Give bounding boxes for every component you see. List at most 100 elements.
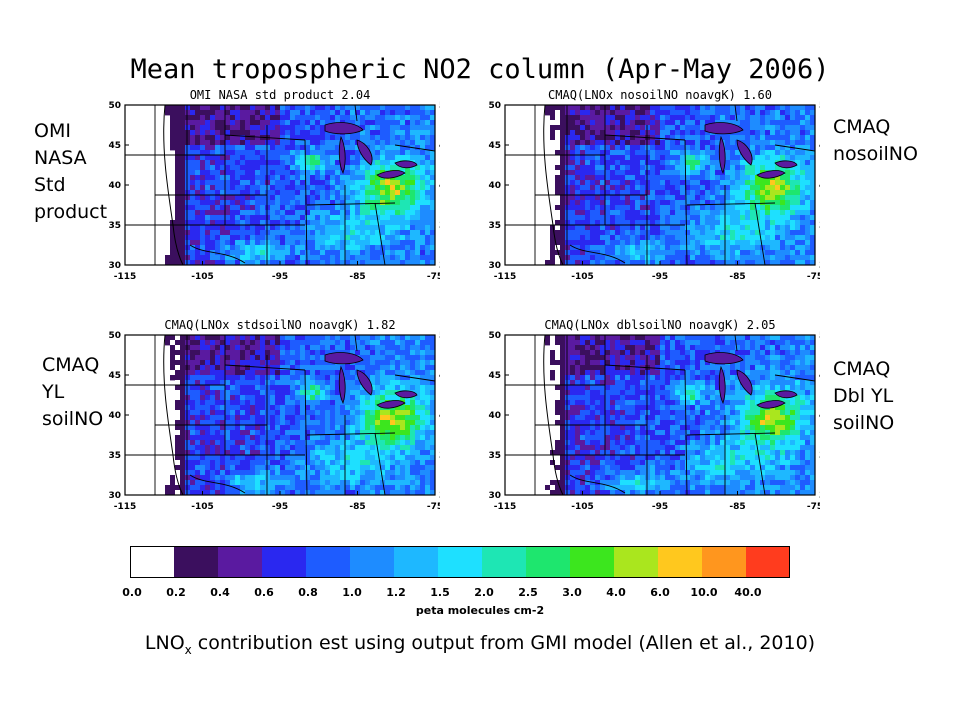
panel-title: CMAQ(LNOx stdsoilNO noavgK) 1.82 [164,318,395,332]
lat-tick-label: 30 [439,261,440,271]
lat-tick-label: 45 [108,141,121,151]
lon-tick-label: -85 [349,272,365,282]
map-svg-stdsoil: 50504545404035353030-115-105-95-85-75CMA… [108,318,440,512]
lake-outline [324,122,364,135]
coastline [543,334,564,496]
lat-tick-label: 40 [819,411,820,421]
state-boundary [374,202,386,266]
lon-tick-label: -115 [494,502,517,512]
lat-tick-label: 30 [819,491,820,501]
label-dblsoil-line: Dbl YL [833,385,894,407]
state-boundary [734,104,738,122]
label-nosoil: CMAQ nosoilNO [833,114,918,168]
lake-outline [774,160,798,169]
lat-tick-label: 40 [108,411,121,421]
label-dblsoil-line: CMAQ [833,358,891,380]
label-stdsoil-line: CMAQ [42,354,100,376]
state-boundary [774,374,816,382]
label-omi-line: product [34,201,108,223]
lat-tick-label: 50 [108,331,121,341]
lat-tick-label: 40 [819,181,820,191]
lake-outline [356,139,373,166]
lake-outline [756,400,786,409]
lat-tick-label: 35 [108,451,121,461]
lat-tick-label: 35 [108,221,121,231]
state-boundary [394,144,436,152]
lake-outline [774,390,798,399]
colorbar-swatch [218,546,263,578]
lat-tick-label: 30 [488,491,501,501]
lake-outline [376,170,406,179]
lon-tick-label: -95 [652,272,668,282]
lat-tick-label: 30 [439,491,440,501]
state-boundary [304,139,308,266]
panel-title: CMAQ(LNOx nosoilNO noavgK) 1.60 [548,88,772,102]
state-boundary [224,364,306,371]
lat-tick-label: 35 [819,451,820,461]
map-svg-dblsoil: 50504545404035353030-115-105-95-85-75CMA… [488,318,820,512]
colorbar-border [130,546,790,578]
lon-tick-label: -75 [807,502,820,512]
lat-tick-label: 30 [488,261,501,271]
lat-tick-label: 50 [439,331,440,341]
lat-tick-label: 50 [819,101,820,111]
lat-tick-label: 40 [488,181,501,191]
colorbar-swatch [614,546,659,578]
lon-tick-label: -85 [729,502,745,512]
colorbar-swatch [262,546,307,578]
lake-outline [338,135,346,175]
lon-tick-label: -115 [114,502,137,512]
state-boundary [304,369,308,496]
label-dblsoil-line: soilNO [833,412,895,434]
map-data-field [165,105,436,266]
lon-tick-label: -105 [571,272,594,282]
map-panel-omi: 50504545404035353030-115-105-95-85-75OMI… [95,85,440,305]
lake-outline [718,135,726,175]
colorbar-tick-label: 1.5 [430,586,450,599]
lake-outline [376,400,406,409]
lat-tick-label: 50 [439,101,440,111]
lon-tick-label: -105 [191,272,214,282]
label-omi-line: OMI [34,120,71,142]
lake-outline [736,369,753,396]
colorbar-swatch [394,546,439,578]
caption: LNOx contribution est using output from … [80,632,880,657]
state-boundary [306,432,396,436]
lon-tick-label: -85 [349,502,365,512]
lon-tick-label: -115 [494,272,517,282]
label-omi: OMI NASA Std product [34,118,107,226]
lon-tick-label: -105 [571,502,594,512]
colorbar-swatch [306,546,351,578]
colorbar-swatch [702,546,747,578]
state-boundary [684,139,688,266]
colorbar-tick-label: 2.5 [518,586,538,599]
state-boundary [189,244,246,264]
lat-tick-label: 40 [488,411,501,421]
lon-tick-label: -105 [191,502,214,512]
map-panel-nosoil: 50504545404035353030-115-105-95-85-75CMA… [475,85,820,305]
lake-outline [324,352,364,365]
lon-tick-label: -85 [729,272,745,282]
lat-tick-label: 35 [439,221,440,231]
colorbar-tick-label: 40.0 [734,586,762,599]
colorbar-swatch [350,546,395,578]
caption-prefix: LNO [144,632,185,654]
state-boundary [686,202,776,206]
state-boundary [754,432,766,496]
label-dblsoil: CMAQ Dbl YL soilNO [833,356,894,437]
colorbar-swatch [526,546,571,578]
lat-tick-label: 50 [488,331,501,341]
lake-outline [736,139,753,166]
state-boundary [604,364,686,371]
lat-tick-label: 50 [819,331,820,341]
panel-title: OMI NASA std product 2.04 [190,88,371,102]
lon-tick-label: -95 [272,502,288,512]
panel-title: CMAQ(LNOx dblsoilNO noavgK) 2.05 [544,318,775,332]
lon-tick-label: -95 [272,272,288,282]
state-boundary [306,202,396,206]
coastline [163,334,184,496]
map-data-field [545,105,816,266]
lat-tick-label: 35 [488,221,501,231]
label-nosoil-line: nosoilNO [833,143,918,165]
colorbar-tick-label: 2.0 [474,586,494,599]
